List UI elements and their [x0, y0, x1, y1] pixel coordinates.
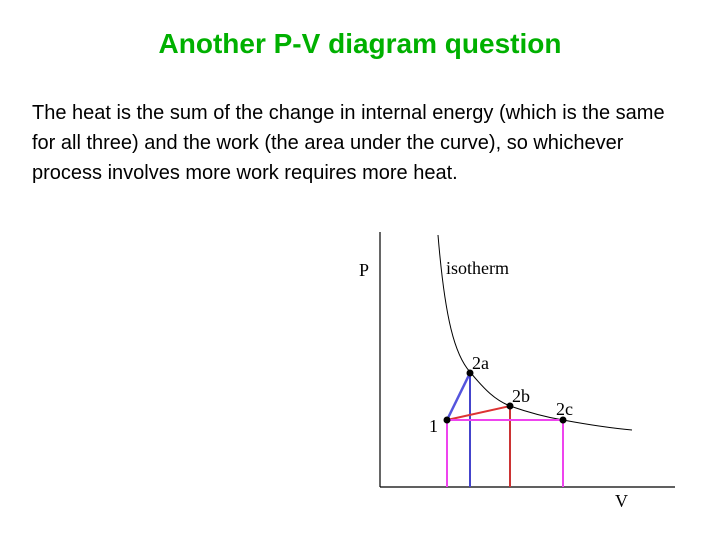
process-1-2a: [445, 372, 472, 421]
point-label: 2a: [472, 353, 489, 373]
state-point: [466, 369, 474, 377]
slide-title: Another P-V diagram question: [158, 28, 562, 59]
y-axis-label: P: [359, 260, 369, 280]
x-axis-label: V: [615, 491, 628, 511]
point-label: 1: [429, 416, 438, 436]
state-point: [443, 416, 451, 424]
state-point: [559, 416, 567, 424]
curve-label: isotherm: [446, 258, 509, 278]
state-point: [506, 402, 514, 410]
body-text: The heat is the sum of the change in int…: [32, 102, 665, 184]
point-label: 2c: [556, 399, 573, 419]
process-1-2b: [446, 405, 511, 421]
point-label: 2b: [512, 386, 530, 406]
isotherm-curve: [437, 234, 633, 431]
